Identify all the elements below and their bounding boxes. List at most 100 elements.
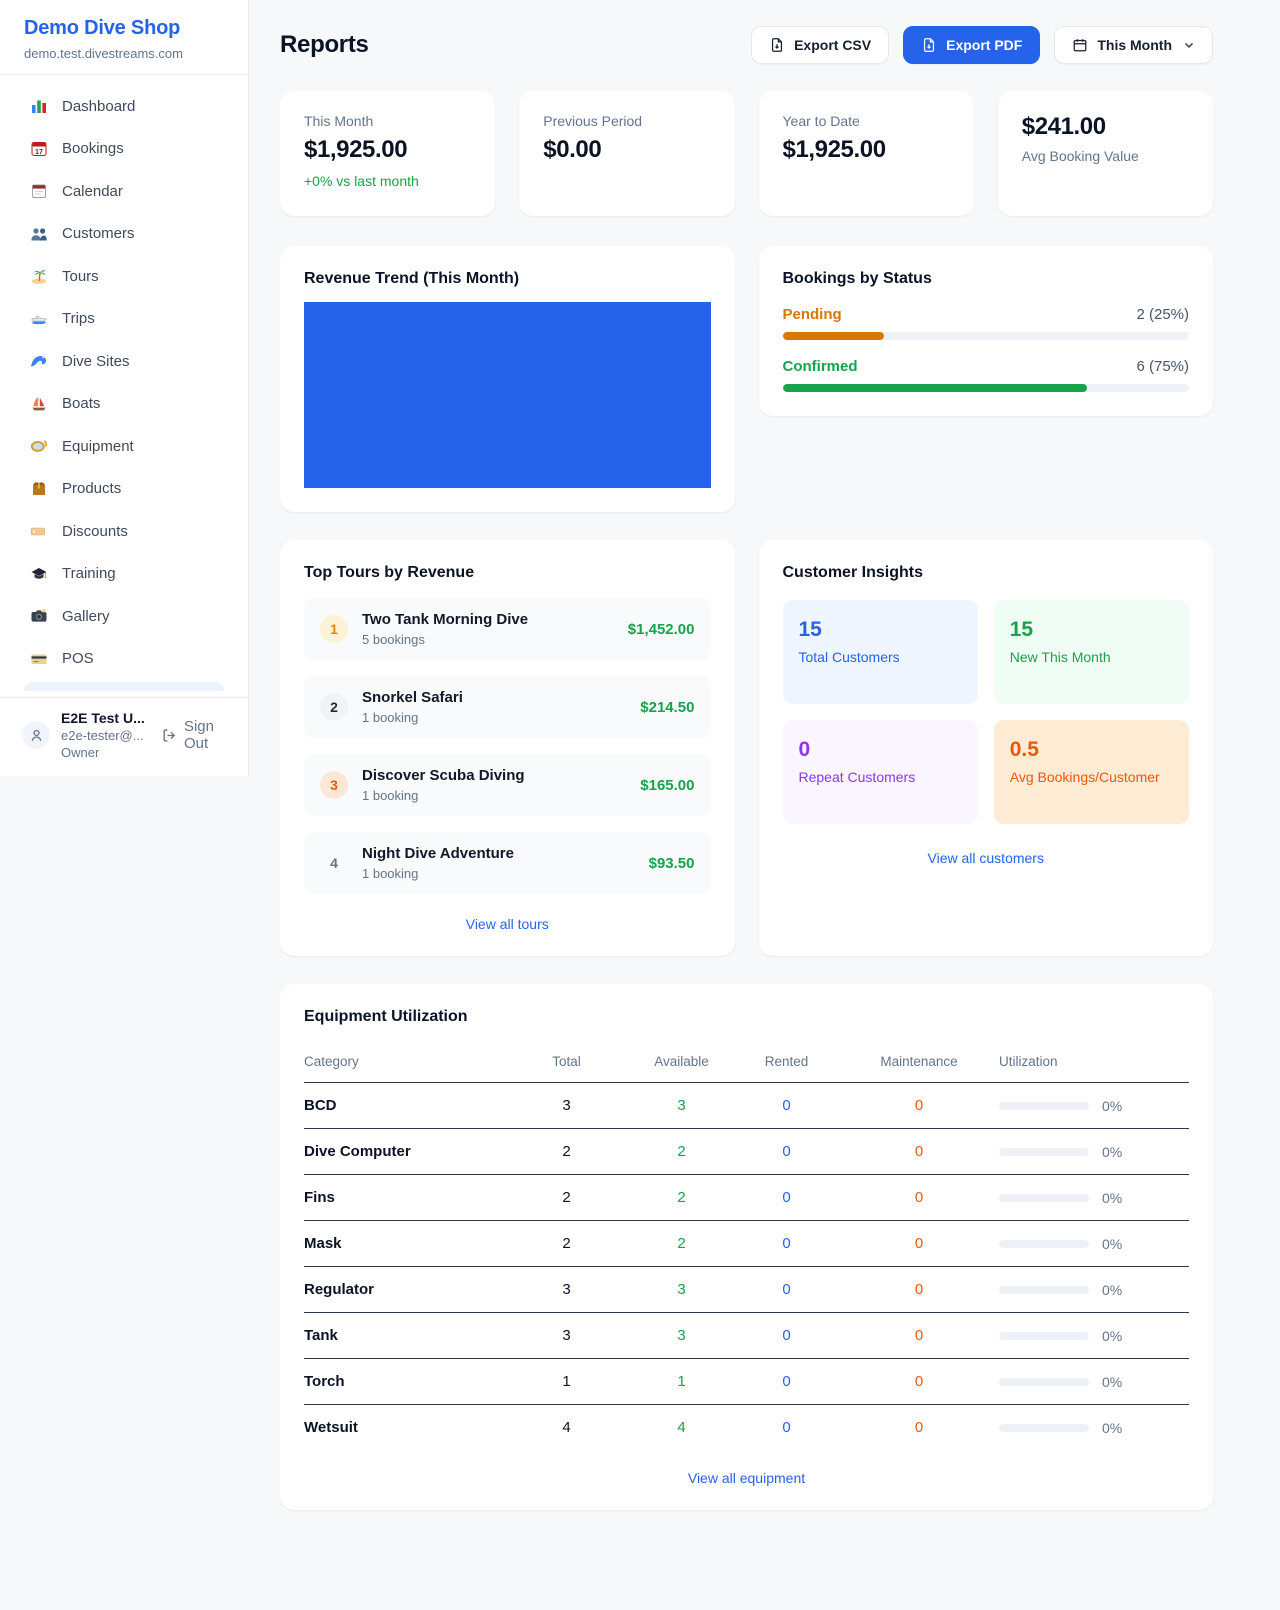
tour-list-item: 4 Night Dive Adventure 1 booking $93.50 (304, 832, 711, 894)
column-header-rented: Rented (734, 1044, 839, 1083)
sidebar-user-footer: E2E Test U... e2e-tester@... Owner Sign … (0, 697, 248, 776)
stat-label: Year to Date (782, 113, 860, 129)
graduation-cap-icon (31, 567, 47, 579)
sign-out-icon (163, 728, 175, 742)
utilization-pct: 0% (1102, 1419, 1123, 1436)
insight-tile-total-customers: 15 Total Customers (782, 600, 978, 704)
stat-card-year-to-date: Year to Date $1,925.00 (758, 91, 974, 216)
period-dropdown[interactable]: This Month (1054, 26, 1213, 64)
utilization-pct: 0% (1102, 1097, 1123, 1114)
sidebar-nav: Dashboard 17 Bookings Calendar Customers… (0, 75, 248, 697)
shop-title: Demo Dive Shop (24, 17, 181, 39)
sidebar-item-reports-partial[interactable] (24, 682, 224, 691)
utilization-track (999, 1285, 1089, 1294)
tour-name: Snorkel Safari (362, 689, 463, 706)
stat-label: Avg Booking Value (1021, 148, 1139, 164)
user-name: E2E Test U... (61, 710, 145, 726)
view-all-customers-link[interactable]: View all customers (927, 850, 1044, 866)
sidebar-item-products[interactable]: Products (12, 468, 236, 511)
sidebar-item-trips[interactable]: Trips (12, 298, 236, 341)
table-header-row: Category Total Available Rented Maintena… (304, 1044, 1189, 1083)
sidebar-item-boats[interactable]: Boats (12, 383, 236, 426)
sidebar-item-dive-sites[interactable]: Dive Sites (12, 340, 236, 383)
cell-utilization: 0% (999, 1082, 1189, 1129)
cell-total: 1 (504, 1358, 629, 1405)
cell-category: Tank (304, 1312, 504, 1359)
table-row: Fins 2 2 0 0 0% (304, 1174, 1189, 1221)
sidebar-item-customers[interactable]: Customers (12, 213, 236, 256)
stat-label: This Month (304, 113, 374, 129)
revenue-trend-card: Revenue Trend (This Month) (280, 246, 735, 512)
sidebar-item-label: Trips (62, 310, 95, 328)
tile-label: Total Customers (798, 649, 900, 665)
cell-available: 1 (629, 1358, 734, 1405)
sidebar-item-label: Dashboard (62, 97, 136, 115)
cell-maintenance: 0 (839, 1082, 999, 1129)
revenue-trend-title: Revenue Trend (This Month) (304, 270, 520, 287)
sidebar-item-bookings[interactable]: 17 Bookings (12, 128, 236, 171)
tour-list-item: 1 Two Tank Morning Dive 5 bookings $1,45… (304, 598, 711, 660)
sidebar-item-calendar[interactable]: Calendar (12, 170, 236, 213)
sidebar-item-label: Calendar (62, 182, 123, 200)
sidebar-item-label: Tours (62, 267, 99, 285)
sidebar-item-label: Dive Sites (62, 352, 130, 370)
progress-track (782, 332, 1189, 340)
sidebar-item-discounts[interactable]: Discounts (12, 510, 236, 553)
column-header-maintenance: Maintenance (839, 1044, 999, 1083)
sidebar-item-training[interactable]: Training (12, 553, 236, 596)
tour-revenue: $214.50 (640, 698, 695, 716)
header-actions: Export CSV Export PDF This Month (751, 26, 1213, 64)
cell-category: Mask (304, 1220, 504, 1267)
column-header-utilization: Utilization (999, 1044, 1189, 1083)
cell-total: 2 (504, 1174, 629, 1221)
utilization-pct: 0% (1102, 1189, 1123, 1206)
cell-available: 3 (629, 1082, 734, 1129)
stat-card-avg-booking-value: $241.00 Avg Booking Value (997, 91, 1213, 216)
status-row-pending: Pending 2 (25%) (782, 306, 1189, 340)
sidebar-item-equipment[interactable]: Equipment (12, 425, 236, 468)
status-row-confirmed: Confirmed 6 (75%) (782, 358, 1189, 392)
tour-name: Discover Scuba Diving (362, 767, 525, 784)
tile-label: Repeat Customers (798, 769, 916, 785)
table-row: Tank 3 3 0 0 0% (304, 1312, 1189, 1359)
stat-value: $241.00 (1021, 113, 1106, 140)
status-value: 6 (75%) (1136, 358, 1189, 375)
cell-rented: 0 (782, 1419, 791, 1436)
sidebar-item-tours[interactable]: Tours (12, 255, 236, 298)
view-all-equipment-link[interactable]: View all equipment (687, 1470, 806, 1486)
sidebar-item-pos[interactable]: POS (12, 638, 236, 681)
insight-tile-new-this-month: 15 New This Month (993, 600, 1189, 704)
people-icon (31, 228, 47, 241)
sign-out-button[interactable]: Sign Out (161, 718, 240, 752)
equipment-utilization-title: Equipment Utilization (304, 1008, 468, 1025)
sidebar-item-label: Products (62, 480, 122, 498)
view-all-tours-link[interactable]: View all tours (465, 916, 549, 932)
cell-utilization: 0% (999, 1405, 1189, 1451)
top-tours-title: Top Tours by Revenue (304, 564, 475, 581)
sidebar-item-gallery[interactable]: Gallery (12, 595, 236, 638)
column-header-total: Total (504, 1044, 629, 1083)
svg-text:17: 17 (35, 147, 43, 156)
sidebar-item-label: POS (62, 650, 94, 668)
cell-category: BCD (304, 1082, 504, 1129)
table-row: Mask 2 2 0 0 0% (304, 1220, 1189, 1267)
stats-grid: This Month $1,925.00 +0% vs last month P… (280, 91, 1213, 216)
page-header: Reports Export CSV Export PDF This Month (280, 26, 1213, 64)
equipment-table: Category Total Available Rented Maintena… (304, 1044, 1189, 1450)
export-csv-label: Export CSV (794, 37, 872, 53)
stat-card-this-month: This Month $1,925.00 +0% vs last month (280, 91, 496, 216)
sidebar-item-dashboard[interactable]: Dashboard (12, 85, 236, 128)
shop-domain: demo.test.divestreams.com (24, 46, 183, 61)
period-label: This Month (1097, 37, 1172, 53)
insight-tile-repeat-customers: 0 Repeat Customers (782, 720, 978, 824)
rank-badge: 1 (320, 615, 348, 643)
top-tours-card: Top Tours by Revenue 1 Two Tank Morning … (280, 540, 735, 956)
stat-card-previous-period: Previous Period $0.00 (519, 91, 735, 216)
avatar (22, 721, 50, 749)
export-csv-button[interactable]: Export CSV (751, 26, 890, 64)
cell-category: Regulator (304, 1266, 504, 1313)
table-row: Torch 1 1 0 0 0% (304, 1358, 1189, 1405)
export-pdf-button[interactable]: Export PDF (903, 26, 1041, 64)
camera-icon (31, 609, 47, 622)
cell-rented: 0 (734, 1082, 839, 1129)
